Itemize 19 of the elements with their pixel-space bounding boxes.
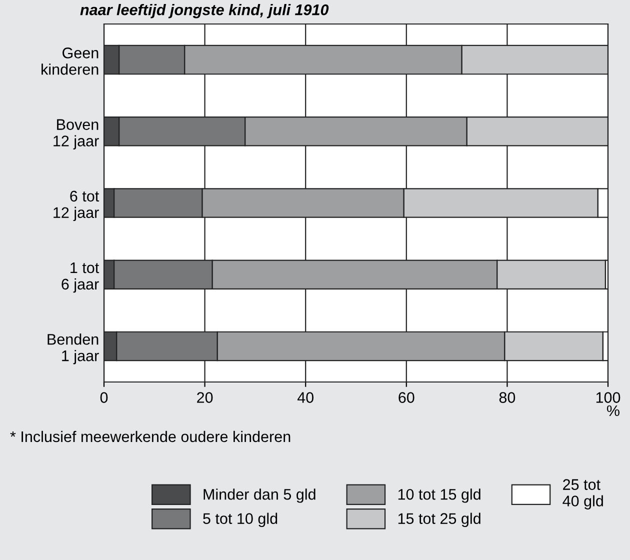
- x-tick-label: 60: [398, 392, 414, 403]
- y-tick-label: 1 tot 6 jaar: [62, 262, 100, 293]
- x-tick-label: 80: [499, 392, 516, 403]
- x-tick-label: 40: [297, 392, 314, 403]
- y-tick-label: Benden 1 jaar: [48, 334, 99, 364]
- legend-label: 15 tot 25 gld: [398, 512, 480, 528]
- y-tick-label: Boven 12 jaar: [54, 119, 99, 150]
- legend-label: 10 tot 15 gld: [398, 488, 480, 503]
- x-axis-title: %: [606, 405, 620, 416]
- legend-label: 5 tot 10 gld: [203, 512, 278, 528]
- y-tick-label: Geen kinderen: [42, 48, 98, 75]
- y-tick-label: 6 tot 12 jaar: [54, 190, 100, 222]
- x-tick-label: 0: [100, 392, 108, 403]
- text: * Inclusief meewerkende oudere kinderen: [10, 430, 290, 442]
- legend-label: 25 tot 40 gld: [562, 479, 603, 510]
- chart-title: naar leeftijd jongste kind, juli 1910: [80, 4, 329, 18]
- legend-label: Minder dan 5 gld: [204, 488, 316, 503]
- x-tick-label: 20: [197, 392, 213, 403]
- x-tick-label: 100: [596, 392, 620, 403]
